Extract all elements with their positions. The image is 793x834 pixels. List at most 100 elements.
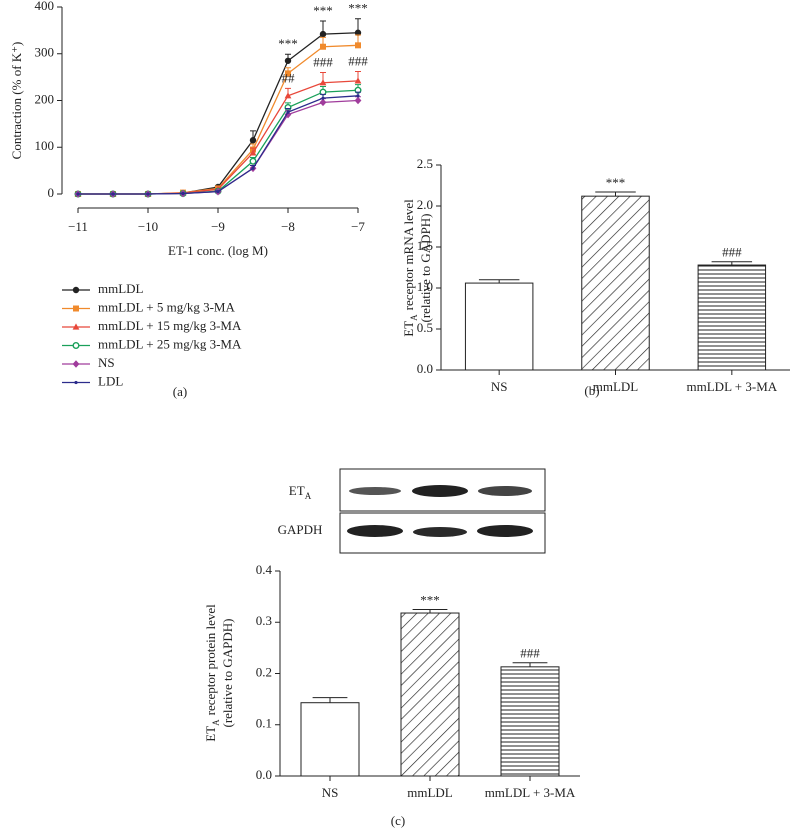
panel-label: (a) — [173, 384, 187, 399]
marker — [319, 79, 327, 86]
marker — [216, 190, 220, 194]
y-label-part: receptor protein level — [203, 604, 218, 716]
error-bar — [711, 261, 753, 266]
panel-label: (b) — [584, 383, 599, 398]
significance-label: ### — [520, 646, 540, 661]
y-tick-label: 300 — [35, 45, 55, 60]
y-tick-label: 0 — [48, 185, 55, 200]
error-bar — [312, 697, 348, 703]
marker — [249, 149, 257, 156]
significance-label: ### — [313, 54, 333, 69]
y-tick-label: 1.0 — [417, 279, 433, 294]
series-line — [78, 89, 359, 195]
y-tick-label: 0.3 — [256, 613, 272, 628]
y-axis-label: ETAreceptor mRNA level — [401, 199, 419, 337]
x-tick-label: mmLDL — [407, 785, 453, 800]
x-tick-label: −8 — [281, 219, 295, 234]
marker — [74, 380, 78, 385]
y-tick-label: 0.4 — [256, 562, 273, 577]
legend-label: mmLDL — [98, 281, 144, 296]
x-tick-label: mmLDL — [593, 379, 639, 394]
marker — [354, 29, 362, 36]
blot-band — [478, 486, 532, 496]
marker — [249, 157, 257, 165]
marker — [72, 286, 80, 294]
blot-band — [347, 525, 403, 537]
marker — [72, 323, 80, 330]
marker — [355, 42, 361, 49]
legend-label: mmLDL + 25 mg/kg 3-MA — [98, 336, 242, 351]
blot-label: ETA — [289, 483, 312, 501]
significance-label: *** — [313, 3, 333, 18]
y-tick-label: 0.0 — [417, 361, 433, 376]
marker — [286, 110, 290, 114]
marker — [146, 192, 150, 196]
y-tick-label: 1.5 — [417, 238, 433, 253]
x-tick-label: mmLDL + 3-MA — [687, 379, 778, 394]
y-label-part: receptor mRNA level — [401, 199, 416, 311]
bar — [697, 264, 767, 371]
y-tick-label: 0.2 — [256, 664, 272, 679]
x-tick-label: −7 — [351, 219, 365, 234]
x-tick-label: NS — [322, 785, 339, 800]
x-tick-label: −9 — [211, 219, 225, 234]
panel-label: (c) — [391, 813, 405, 828]
bar — [464, 282, 534, 371]
legend-label: NS — [98, 355, 115, 370]
series-line — [78, 95, 359, 195]
marker — [251, 166, 255, 170]
bar — [500, 666, 560, 777]
error-bar — [412, 608, 448, 614]
y-label-sub: A — [409, 314, 419, 321]
marker — [321, 96, 325, 100]
marker — [319, 30, 327, 38]
marker — [73, 305, 79, 312]
bar — [400, 612, 460, 777]
blot-band — [349, 487, 401, 495]
error-bar — [478, 279, 520, 284]
x-tick-label: mmLDL + 3-MA — [485, 785, 576, 800]
marker — [72, 342, 80, 350]
significance-label: ## — [282, 70, 296, 85]
x-tick-label: −10 — [138, 219, 158, 234]
error-bar — [595, 191, 636, 197]
significance-label: ### — [722, 245, 742, 260]
x-axis-label: ET-1 conc. (log M) — [168, 243, 268, 258]
series-line — [78, 80, 359, 195]
marker — [354, 96, 362, 105]
y-tick-label: 2.5 — [417, 156, 433, 171]
bar — [581, 195, 650, 371]
significance-label: ### — [348, 53, 368, 68]
x-tick-label: −11 — [68, 219, 88, 234]
y-tick-label: 0.0 — [256, 767, 272, 782]
marker — [76, 192, 80, 196]
y-tick-label: 0.5 — [417, 320, 433, 335]
y-tick-label: 2.0 — [417, 197, 433, 212]
marker — [356, 94, 360, 98]
y-axis-label: (relative to GADPH) — [418, 213, 433, 322]
marker — [284, 110, 292, 119]
marker — [320, 43, 326, 50]
significance-label: *** — [348, 1, 368, 16]
marker — [284, 57, 292, 64]
blot-panel: ETA GAPDH — [278, 468, 546, 554]
blot-band — [413, 527, 467, 537]
y-axis-label: ETAreceptor protein level — [203, 604, 221, 742]
blot-label: GAPDH — [278, 522, 323, 537]
blot-band — [477, 525, 533, 537]
marker — [319, 98, 327, 107]
marker — [111, 192, 115, 196]
legend-label: LDL — [98, 373, 123, 388]
y-tick-label: 100 — [35, 138, 55, 153]
x-tick-label: NS — [491, 379, 508, 394]
y-axis-label: (relative to GAPDH) — [220, 618, 235, 727]
significance-label: *** — [278, 36, 298, 51]
marker — [354, 77, 362, 84]
marker — [285, 70, 291, 77]
significance-label: *** — [606, 175, 626, 190]
marker — [249, 137, 257, 144]
y-axis-label: Contraction (% of K⁺) — [9, 42, 24, 160]
blot-label-main: ET — [289, 483, 305, 498]
y-tick-label: 400 — [35, 0, 55, 13]
significance-label: *** — [420, 592, 440, 607]
